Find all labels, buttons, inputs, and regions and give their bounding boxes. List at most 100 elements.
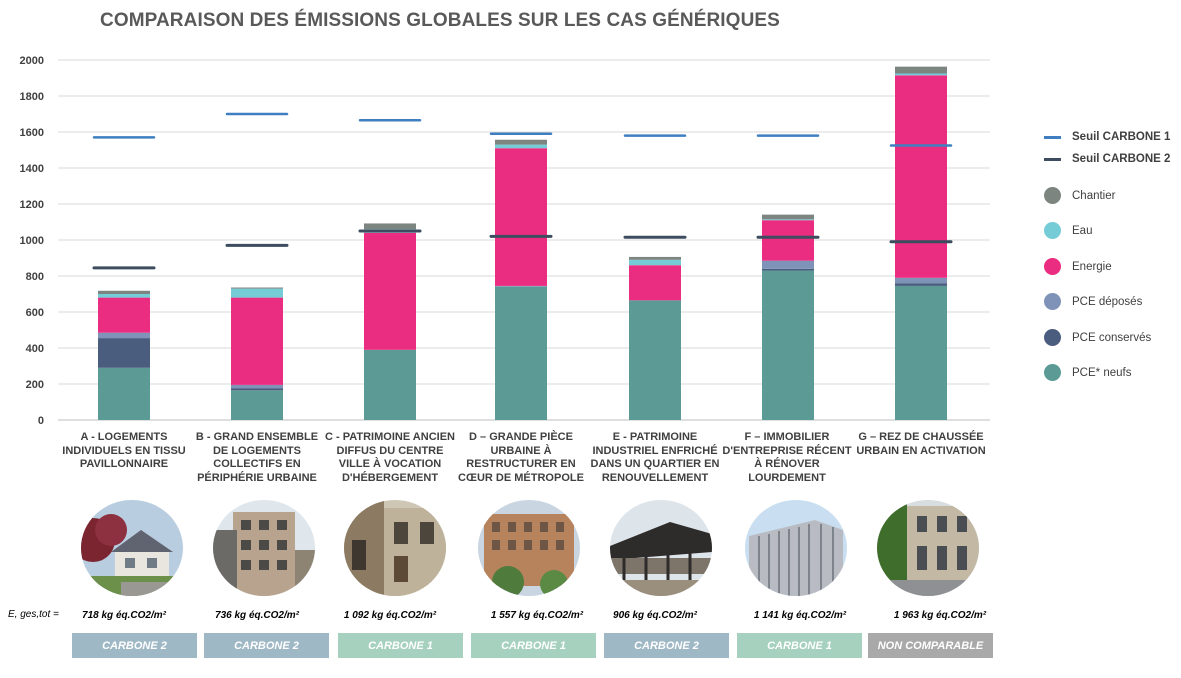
y-tick-label: 2000 <box>20 55 44 67</box>
category-label-c: C - PATRIMOINE ANCIEN DIFFUS DU CENTRE V… <box>325 431 455 484</box>
bar-segment <box>895 283 947 286</box>
legend-label-pce-neufs: PCE* neufs <box>1072 366 1132 379</box>
photo-industrial-hall <box>610 500 712 596</box>
y-tick-label: 600 <box>26 307 44 319</box>
bar-segment <box>895 277 947 284</box>
legend-seuil-carbone-2: Seuil CARBONE 2 <box>1044 153 1170 165</box>
bar-segment <box>231 384 283 389</box>
legend-swatch-chantier <box>1044 187 1061 204</box>
legend-pce-neufs: PCE* neufs <box>1044 364 1131 381</box>
bar-segment <box>762 219 814 221</box>
carbon-badge-g: NON COMPARABLE <box>868 633 993 658</box>
bar-segment <box>629 300 681 420</box>
carbon-badge-e: CARBONE 2 <box>604 633 729 658</box>
carbon-badge-b: CARBONE 2 <box>204 633 329 658</box>
legend-label-energie: Energie <box>1072 260 1112 273</box>
bar-segment <box>495 148 547 286</box>
total-value-a: 718 kg éq.CO2/m² <box>82 610 166 621</box>
legend-label-seuil-2: Seuil CARBONE 2 <box>1072 153 1171 165</box>
y-tick-label: 1400 <box>20 163 44 175</box>
category-label-b: B - GRAND ENSEMBLE DE LOGEMENTS COLLECTI… <box>195 431 319 484</box>
total-value-c: 1 092 kg éq.CO2/m² <box>343 610 437 621</box>
category-label-e: E - PATRIMOINE INDUSTRIEL ENFRICHÉ DANS … <box>590 431 720 484</box>
total-value-f: 1 141 kg éq.CO2/m² <box>753 610 847 621</box>
legend-swatch-seuil-1 <box>1044 135 1061 139</box>
legend-energie: Energie <box>1044 258 1112 275</box>
bar-segment <box>495 144 547 149</box>
bar-segment <box>495 285 547 287</box>
legend-seuil-carbone-1: Seuil CARBONE 1 <box>1044 131 1170 143</box>
legend-label-pce-deposes: PCE déposés <box>1072 295 1143 308</box>
photo-old-town-building <box>344 500 446 596</box>
y-tick-label: 800 <box>26 271 44 283</box>
bar-segment <box>231 388 283 391</box>
legend-chantier: Chantier <box>1044 187 1115 204</box>
bar-segment <box>762 268 814 271</box>
y-tick-label: 1000 <box>20 235 44 247</box>
bar-segment <box>231 297 283 385</box>
photo-suburban-house <box>81 500 183 596</box>
carbon-badge-a: CARBONE 2 <box>72 633 197 658</box>
total-value-g: 1 963 kg éq.CO2/m² <box>893 610 987 621</box>
bar-segment <box>98 367 150 420</box>
carbon-badge-d: CARBONE 1 <box>471 633 596 658</box>
y-tick-label: 1200 <box>20 199 44 211</box>
photo-ground-floor-street <box>877 500 979 596</box>
total-value-b: 736 kg éq.CO2/m² <box>215 610 299 621</box>
bar-segment <box>98 297 150 333</box>
carbon-badge-c: CARBONE 1 <box>338 633 463 658</box>
bar-segment <box>495 139 547 145</box>
photo-office-building <box>745 500 847 596</box>
legend-pce-conserves: PCE conservés <box>1044 329 1151 346</box>
category-label-d: D – GRANDE PIÈCE URBAINE À RESTRUCTURER … <box>458 431 584 484</box>
legend-label-seuil-1: Seuil CARBONE 1 <box>1072 131 1171 143</box>
y-tick-label: 1800 <box>20 91 44 103</box>
legend-swatch-energie <box>1044 258 1061 275</box>
bar-segment <box>364 223 416 230</box>
y-tick-label: 0 <box>38 415 44 427</box>
bar-segment <box>364 232 416 350</box>
legend-swatch-pce-conserves <box>1044 329 1061 346</box>
bar-segment <box>895 285 947 420</box>
bar-segment <box>231 390 283 420</box>
photo-collective-housing <box>213 500 315 596</box>
total-value-d: 1 557 kg éq.CO2/m² <box>490 610 584 621</box>
bar-segment <box>231 288 283 298</box>
bar-segment <box>98 290 150 294</box>
bar-segment <box>895 66 947 74</box>
total-value-e: 906 kg éq.CO2/m² <box>613 610 697 621</box>
legend-label-eau: Eau <box>1072 224 1093 237</box>
bar-segment <box>629 256 681 260</box>
legend-label-chantier: Chantier <box>1072 189 1116 202</box>
category-label-g: G – REZ DE CHAUSSÉE URBAIN EN ACTIVATION <box>856 431 986 457</box>
y-tick-label: 200 <box>26 379 44 391</box>
y-tick-label: 1600 <box>20 127 44 139</box>
y-tick-label: 400 <box>26 343 44 355</box>
chart-title: COMPARAISON DES ÉMISSIONS GLOBALES SUR L… <box>100 10 780 31</box>
legend-eau: Eau <box>1044 222 1092 239</box>
carbon-badge-f: CARBONE 1 <box>737 633 862 658</box>
bar-segment <box>495 286 547 420</box>
bar-segment <box>895 75 947 278</box>
legend-label-pce-conserves: PCE conservés <box>1072 331 1152 344</box>
category-label-a: A - LOGEMENTS INDIVIDUELS EN TISSU PAVIL… <box>62 431 186 470</box>
legend-pce-deposes: PCE déposés <box>1044 293 1142 310</box>
bar-segment <box>762 270 814 420</box>
bar-segment <box>98 294 150 298</box>
legend-swatch-pce-neufs <box>1044 364 1061 381</box>
bar-segment <box>762 220 814 261</box>
bar-segment <box>231 287 283 289</box>
bar-segment <box>629 265 681 301</box>
bar-segment <box>629 259 681 266</box>
photo-metropolis-building <box>478 500 580 596</box>
stacked-bar-chart: 0 200 400 600 800 1000 1200 1400 1600 1800 2000 <box>20 55 990 427</box>
bar-segment <box>762 260 814 269</box>
legend-swatch-pce-deposes <box>1044 293 1061 310</box>
equation-label: E, ges,tot = <box>8 609 59 620</box>
bar-segment <box>364 349 416 420</box>
bar-segment <box>98 338 150 368</box>
bar-segment <box>895 73 947 76</box>
legend-swatch-eau <box>1044 222 1061 239</box>
category-label-f: F – IMMOBILIER D'ENTREPRISE RÉCENT À RÉN… <box>722 431 852 484</box>
bar-segment <box>762 214 814 220</box>
